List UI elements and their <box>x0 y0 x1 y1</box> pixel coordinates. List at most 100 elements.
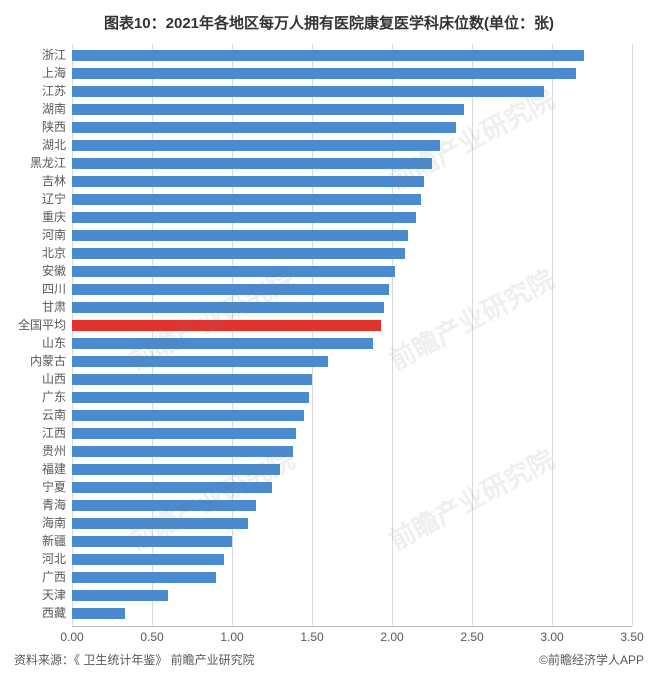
bar <box>72 356 328 367</box>
y-axis-label: 陕西 <box>6 122 66 133</box>
y-axis-label: 内蒙古 <box>6 356 66 367</box>
bar <box>72 68 576 79</box>
bar-row <box>72 572 632 583</box>
y-axis-label: 天津 <box>6 590 66 601</box>
y-axis-label: 广东 <box>6 392 66 403</box>
bar-row <box>72 500 632 511</box>
bar-row <box>72 554 632 565</box>
bar-row <box>72 464 632 475</box>
bar-row <box>72 266 632 277</box>
bar-highlight <box>72 320 381 331</box>
bar <box>72 104 464 115</box>
y-axis-label: 上海 <box>6 68 66 79</box>
bar <box>72 410 304 421</box>
bar-row <box>72 122 632 133</box>
chart-plot-area <box>72 44 632 626</box>
bar <box>72 248 405 259</box>
bar-row <box>72 86 632 97</box>
y-axis-label: 北京 <box>6 248 66 259</box>
y-axis-label: 广西 <box>6 572 66 583</box>
bar-row <box>72 446 632 457</box>
y-axis-label: 西藏 <box>6 608 66 619</box>
bar <box>72 536 232 547</box>
bar-row <box>72 158 632 169</box>
bar-row <box>72 356 632 367</box>
bar <box>72 392 309 403</box>
bar <box>72 590 168 601</box>
x-tick-label: 2.00 <box>380 630 403 644</box>
bar <box>72 86 544 97</box>
bar <box>72 266 395 277</box>
bar-row <box>72 50 632 61</box>
y-axis-label: 云南 <box>6 410 66 421</box>
bar-row <box>72 230 632 241</box>
bar-row <box>72 194 632 205</box>
x-tick-label: 3.00 <box>540 630 563 644</box>
bar <box>72 482 272 493</box>
bar <box>72 428 296 439</box>
bar <box>72 302 384 313</box>
bar <box>72 374 312 385</box>
bar-row <box>72 140 632 151</box>
bar-row <box>72 410 632 421</box>
bar-row <box>72 302 632 313</box>
y-axis-label: 贵州 <box>6 446 66 457</box>
bar <box>72 446 293 457</box>
bar-row <box>72 608 632 619</box>
bar <box>72 338 373 349</box>
bar-row <box>72 338 632 349</box>
y-axis-label: 安徽 <box>6 266 66 277</box>
bar <box>72 464 280 475</box>
x-tick-label: 1.50 <box>300 630 323 644</box>
y-axis-label: 青海 <box>6 500 66 511</box>
bar-row <box>72 392 632 403</box>
x-tick-label: 3.50 <box>620 630 643 644</box>
bar <box>72 122 456 133</box>
y-axis-label: 山西 <box>6 374 66 385</box>
bar <box>72 284 389 295</box>
bar-row <box>72 590 632 601</box>
bar-row <box>72 104 632 115</box>
chart-footer: 资料来源：《 卫生统计年鉴》 前瞻产业研究院 ©前瞻经济学人APP <box>14 651 644 668</box>
brand-text: ©前瞻经济学人APP <box>539 651 644 668</box>
x-tick-label: 0.00 <box>60 630 83 644</box>
y-axis-label: 重庆 <box>6 212 66 223</box>
x-tick-label: 1.00 <box>220 630 243 644</box>
bar <box>72 230 408 241</box>
bar <box>72 140 440 151</box>
bar-row <box>72 374 632 385</box>
y-axis-label: 湖南 <box>6 104 66 115</box>
y-axis-label: 辽宁 <box>6 194 66 205</box>
bar <box>72 212 416 223</box>
x-tick-label: 0.50 <box>140 630 163 644</box>
bar <box>72 572 216 583</box>
bar <box>72 608 125 619</box>
y-axis-label: 全国平均 <box>6 320 66 331</box>
bar <box>72 518 248 529</box>
y-axis-label: 河北 <box>6 554 66 565</box>
bar-row <box>72 248 632 259</box>
y-axis-label: 福建 <box>6 464 66 475</box>
y-axis-label: 湖北 <box>6 140 66 151</box>
bar-row <box>72 428 632 439</box>
gridline <box>632 44 633 626</box>
y-axis-label: 宁夏 <box>6 482 66 493</box>
x-tick-label: 2.50 <box>460 630 483 644</box>
bar-row <box>72 320 632 331</box>
y-axis-label: 浙江 <box>6 50 66 61</box>
y-axis-label: 黑龙江 <box>6 158 66 169</box>
y-axis-label: 甘肃 <box>6 302 66 313</box>
bar <box>72 158 432 169</box>
bar-row <box>72 536 632 547</box>
y-axis-label: 海南 <box>6 518 66 529</box>
bar-row <box>72 284 632 295</box>
source-text: 资料来源：《 卫生统计年鉴》 前瞻产业研究院 <box>14 651 255 668</box>
y-axis-label: 江西 <box>6 428 66 439</box>
bar-row <box>72 176 632 187</box>
bar <box>72 500 256 511</box>
bar <box>72 176 424 187</box>
y-axis-label: 江苏 <box>6 86 66 97</box>
x-axis: 0.000.501.001.502.002.503.003.50 <box>72 626 632 646</box>
y-axis-label: 新疆 <box>6 536 66 547</box>
y-axis-label: 山东 <box>6 338 66 349</box>
